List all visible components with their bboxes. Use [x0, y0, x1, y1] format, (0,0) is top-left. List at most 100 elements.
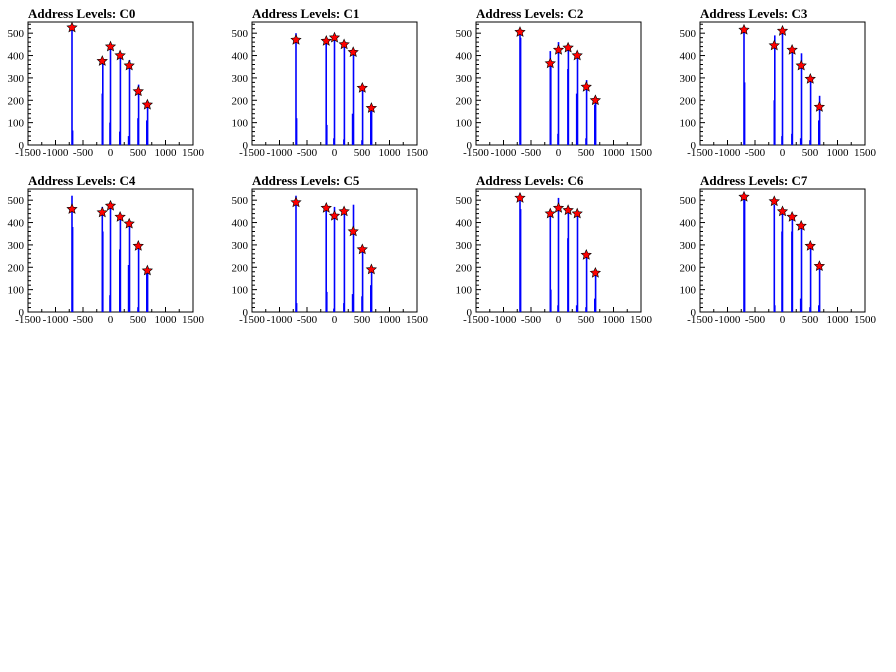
y-tick-label: 0: [243, 307, 249, 319]
histogram-bar: [370, 105, 373, 145]
subplot-2: Address Levels: C20100200300400500-1500-…: [456, 6, 653, 159]
x-tick-label: 1500: [630, 314, 653, 326]
peak-marker: [738, 23, 750, 35]
histogram-bar: [743, 200, 746, 312]
peak-marker: [786, 211, 798, 222]
y-tick-label: 400: [456, 51, 473, 63]
y-tick-label: 200: [8, 262, 25, 274]
peak-marker: [795, 219, 807, 231]
x-tick-label: -500: [521, 314, 542, 326]
histogram-bar: [576, 53, 579, 145]
peak-marker: [66, 203, 78, 214]
histogram-bar: [128, 60, 131, 145]
x-tick-label: -1500: [463, 147, 489, 159]
peak-marker: [776, 205, 789, 217]
subplot-6: Address Levels: C60100200300400500-1500-…: [456, 173, 653, 326]
subplot-5: Address Levels: C50100200300400500-1500-…: [232, 173, 429, 326]
histogram-bar: [343, 209, 346, 312]
peak-marker: [132, 85, 144, 97]
x-tick-label: -500: [297, 314, 318, 326]
histogram-bar: [773, 204, 776, 312]
peak-marker: [328, 209, 341, 221]
peak-marker: [114, 211, 126, 222]
histogram-bar: [519, 209, 522, 312]
peak-marker: [104, 199, 117, 211]
y-tick-label: 100: [8, 285, 25, 297]
x-tick-label: 1000: [827, 147, 850, 159]
y-tick-label: 400: [680, 218, 697, 230]
chart-title: Address Levels: C3: [700, 6, 808, 21]
x-tick-label: -1500: [15, 314, 41, 326]
x-tick-label: 1500: [854, 147, 877, 159]
histogram-bar: [325, 39, 327, 145]
y-tick-label: 100: [680, 118, 697, 130]
peak-marker: [365, 263, 378, 275]
x-tick-label: 1500: [406, 147, 429, 159]
y-tick-label: 200: [680, 262, 697, 274]
y-tick-label: 400: [232, 51, 249, 63]
y-tick-label: 300: [680, 73, 697, 85]
peak-marker: [804, 73, 816, 84]
y-tick-label: 100: [232, 118, 249, 130]
chart-title: Address Levels: C7: [700, 173, 808, 188]
peak-marker: [290, 33, 302, 45]
x-tick-label: 0: [332, 147, 338, 159]
histogram-bar: [576, 211, 579, 312]
histogram-bar: [567, 44, 570, 145]
peak-marker: [328, 31, 341, 43]
histogram-bar: [791, 218, 794, 312]
x-tick-label: 1500: [854, 314, 877, 326]
y-tick-label: 500: [680, 28, 697, 40]
peak-marker: [114, 49, 126, 61]
histogram-bar: [109, 202, 112, 312]
x-tick-label: -1000: [267, 314, 293, 326]
peak-marker: [768, 195, 780, 207]
peak-marker: [338, 38, 350, 50]
x-tick-label: 500: [802, 147, 819, 159]
x-tick-label: -1500: [463, 314, 489, 326]
peak-marker: [514, 191, 526, 203]
y-tick-label: 500: [456, 28, 473, 40]
histogram-bar: [774, 305, 776, 312]
peak-marker: [786, 44, 798, 55]
histogram-bar: [146, 267, 149, 312]
peak-marker: [813, 260, 826, 272]
x-tick-label: 500: [578, 314, 595, 326]
histogram-bar: [809, 242, 812, 312]
peak-marker: [365, 102, 378, 113]
subplot-7: Address Levels: C70100200300400500-1500-…: [680, 173, 877, 326]
x-tick-label: -1500: [239, 314, 265, 326]
x-tick-label: -1500: [239, 147, 265, 159]
histogram-bar: [146, 101, 149, 145]
peak-marker: [104, 40, 117, 52]
histogram-bar: [326, 124, 328, 145]
y-tick-label: 200: [232, 262, 249, 274]
chart-title: Address Levels: C1: [252, 6, 359, 21]
y-tick-label: 100: [8, 118, 25, 130]
histogram-bar: [352, 53, 355, 145]
histogram-bar: [119, 55, 122, 145]
histogram-bar: [137, 84, 140, 145]
peak-marker: [347, 225, 359, 237]
peak-marker: [571, 49, 583, 61]
peak-marker: [123, 59, 135, 71]
y-tick-label: 300: [456, 73, 473, 85]
x-tick-label: 500: [130, 147, 147, 159]
histogram-bar: [361, 247, 364, 312]
y-tick-label: 0: [19, 307, 25, 319]
histogram-bar: [333, 206, 336, 312]
y-tick-label: 300: [456, 240, 473, 252]
histogram-bar: [325, 206, 327, 312]
x-tick-label: 500: [802, 314, 819, 326]
peak-marker: [776, 24, 789, 36]
peak-marker: [320, 35, 332, 46]
x-tick-label: -1000: [267, 147, 293, 159]
y-tick-label: 100: [456, 118, 473, 130]
x-tick-label: 1500: [182, 314, 205, 326]
x-tick-label: 1500: [406, 314, 429, 326]
histogram-bar: [333, 35, 336, 145]
chart-title: Address Levels: C5: [252, 173, 360, 188]
histogram-bar: [71, 130, 74, 145]
histogram-bar: [585, 80, 588, 145]
